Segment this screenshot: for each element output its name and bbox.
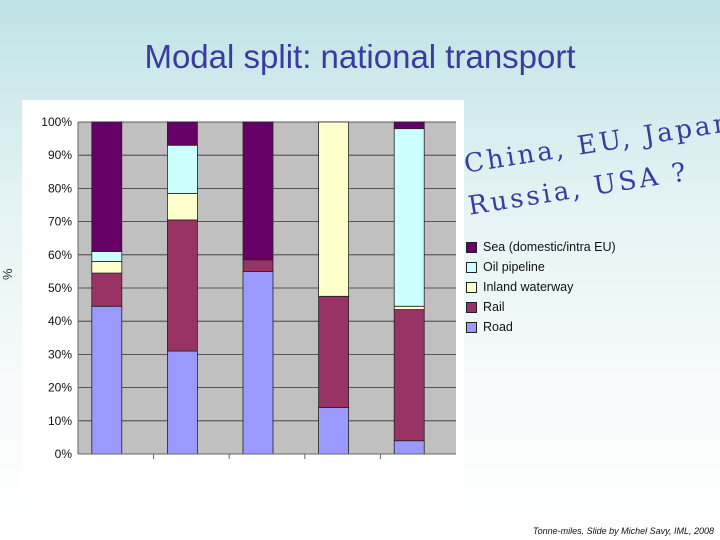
bar-segment-rail	[393, 309, 425, 442]
bar-segment-oil-pipeline	[166, 144, 198, 194]
bar-segment-inland-waterway	[166, 192, 198, 221]
bar-segment-road	[166, 350, 198, 455]
slide-footer: Tonne-miles. Slide by Michel Savy, IML, …	[532, 526, 714, 536]
bar-segment-road	[318, 407, 350, 455]
y-tick-label: 10%	[48, 414, 72, 428]
legend-swatch	[466, 281, 477, 293]
bar-segment-rail	[166, 219, 198, 352]
legend-swatch	[466, 261, 477, 273]
bar-segment-sea-domestic-intra-eu	[242, 121, 274, 261]
legend-label: Sea (domestic/intra EU)	[483, 240, 616, 254]
legend-item: Oil pipeline	[466, 257, 646, 277]
legend-label: Rail	[483, 300, 505, 314]
y-tick-label: 90%	[48, 148, 72, 162]
y-tick-label: 0%	[55, 447, 73, 461]
bar-segment-sea-domestic-intra-eu	[393, 121, 425, 130]
stacked-bar-chart: 0% 10% 20% 30% 40% 50% 60% 70% 80% 90% 100%	[41, 115, 456, 461]
bar-segment-road	[91, 305, 123, 455]
bar-segment-rail	[242, 259, 274, 272]
legend-label: Inland waterway	[483, 280, 574, 294]
bar-segment-oil-pipeline	[91, 251, 123, 262]
y-tick-label: 30%	[48, 347, 72, 361]
bar-segment-inland-waterway	[318, 121, 350, 297]
legend-item: Road	[466, 317, 646, 337]
legend-swatch	[466, 301, 477, 313]
legend-item: Sea (domestic/intra EU)	[466, 237, 646, 257]
bar-segment-road	[393, 440, 425, 455]
y-tick-label: 80%	[48, 181, 72, 195]
chart-area: 0% 10% 20% 30% 40% 50% 60% 70% 80% 90% 100%	[22, 100, 464, 505]
legend-swatch	[466, 321, 477, 333]
legend-label: Road	[483, 320, 513, 334]
y-axis-ticks: 0% 10% 20% 30% 40% 50% 60% 70% 80% 90% 100%	[41, 115, 72, 461]
bar-segment-road	[242, 270, 274, 455]
bar-segment-inland-waterway	[91, 261, 123, 274]
bar-segment-inland-waterway	[393, 305, 425, 310]
bar-segment-rail	[318, 295, 350, 408]
legend-item: Rail	[466, 297, 646, 317]
legend-label: Oil pipeline	[483, 260, 545, 274]
bar-segment-oil-pipeline	[393, 128, 425, 307]
legend-item: Inland waterway	[466, 277, 646, 297]
y-tick-label: 20%	[48, 381, 72, 395]
y-tick-label: 70%	[48, 215, 72, 229]
y-tick-label: 100%	[41, 115, 72, 129]
y-tick-label: 40%	[48, 314, 72, 328]
bar-segment-rail	[91, 272, 123, 307]
bar-segment-sea-domestic-intra-eu	[91, 121, 123, 252]
y-tick-label: 50%	[48, 281, 72, 295]
slide-title: Modal split: national transport	[144, 38, 576, 75]
chart-legend: Sea (domestic/intra EU) Oil pipeline Inlan…	[466, 237, 646, 337]
y-tick-label: 60%	[48, 248, 72, 262]
bar-segment-sea-domestic-intra-eu	[166, 121, 198, 146]
legend-swatch	[466, 241, 477, 253]
y-axis-unit-label: %	[0, 268, 15, 280]
bars	[91, 121, 425, 455]
